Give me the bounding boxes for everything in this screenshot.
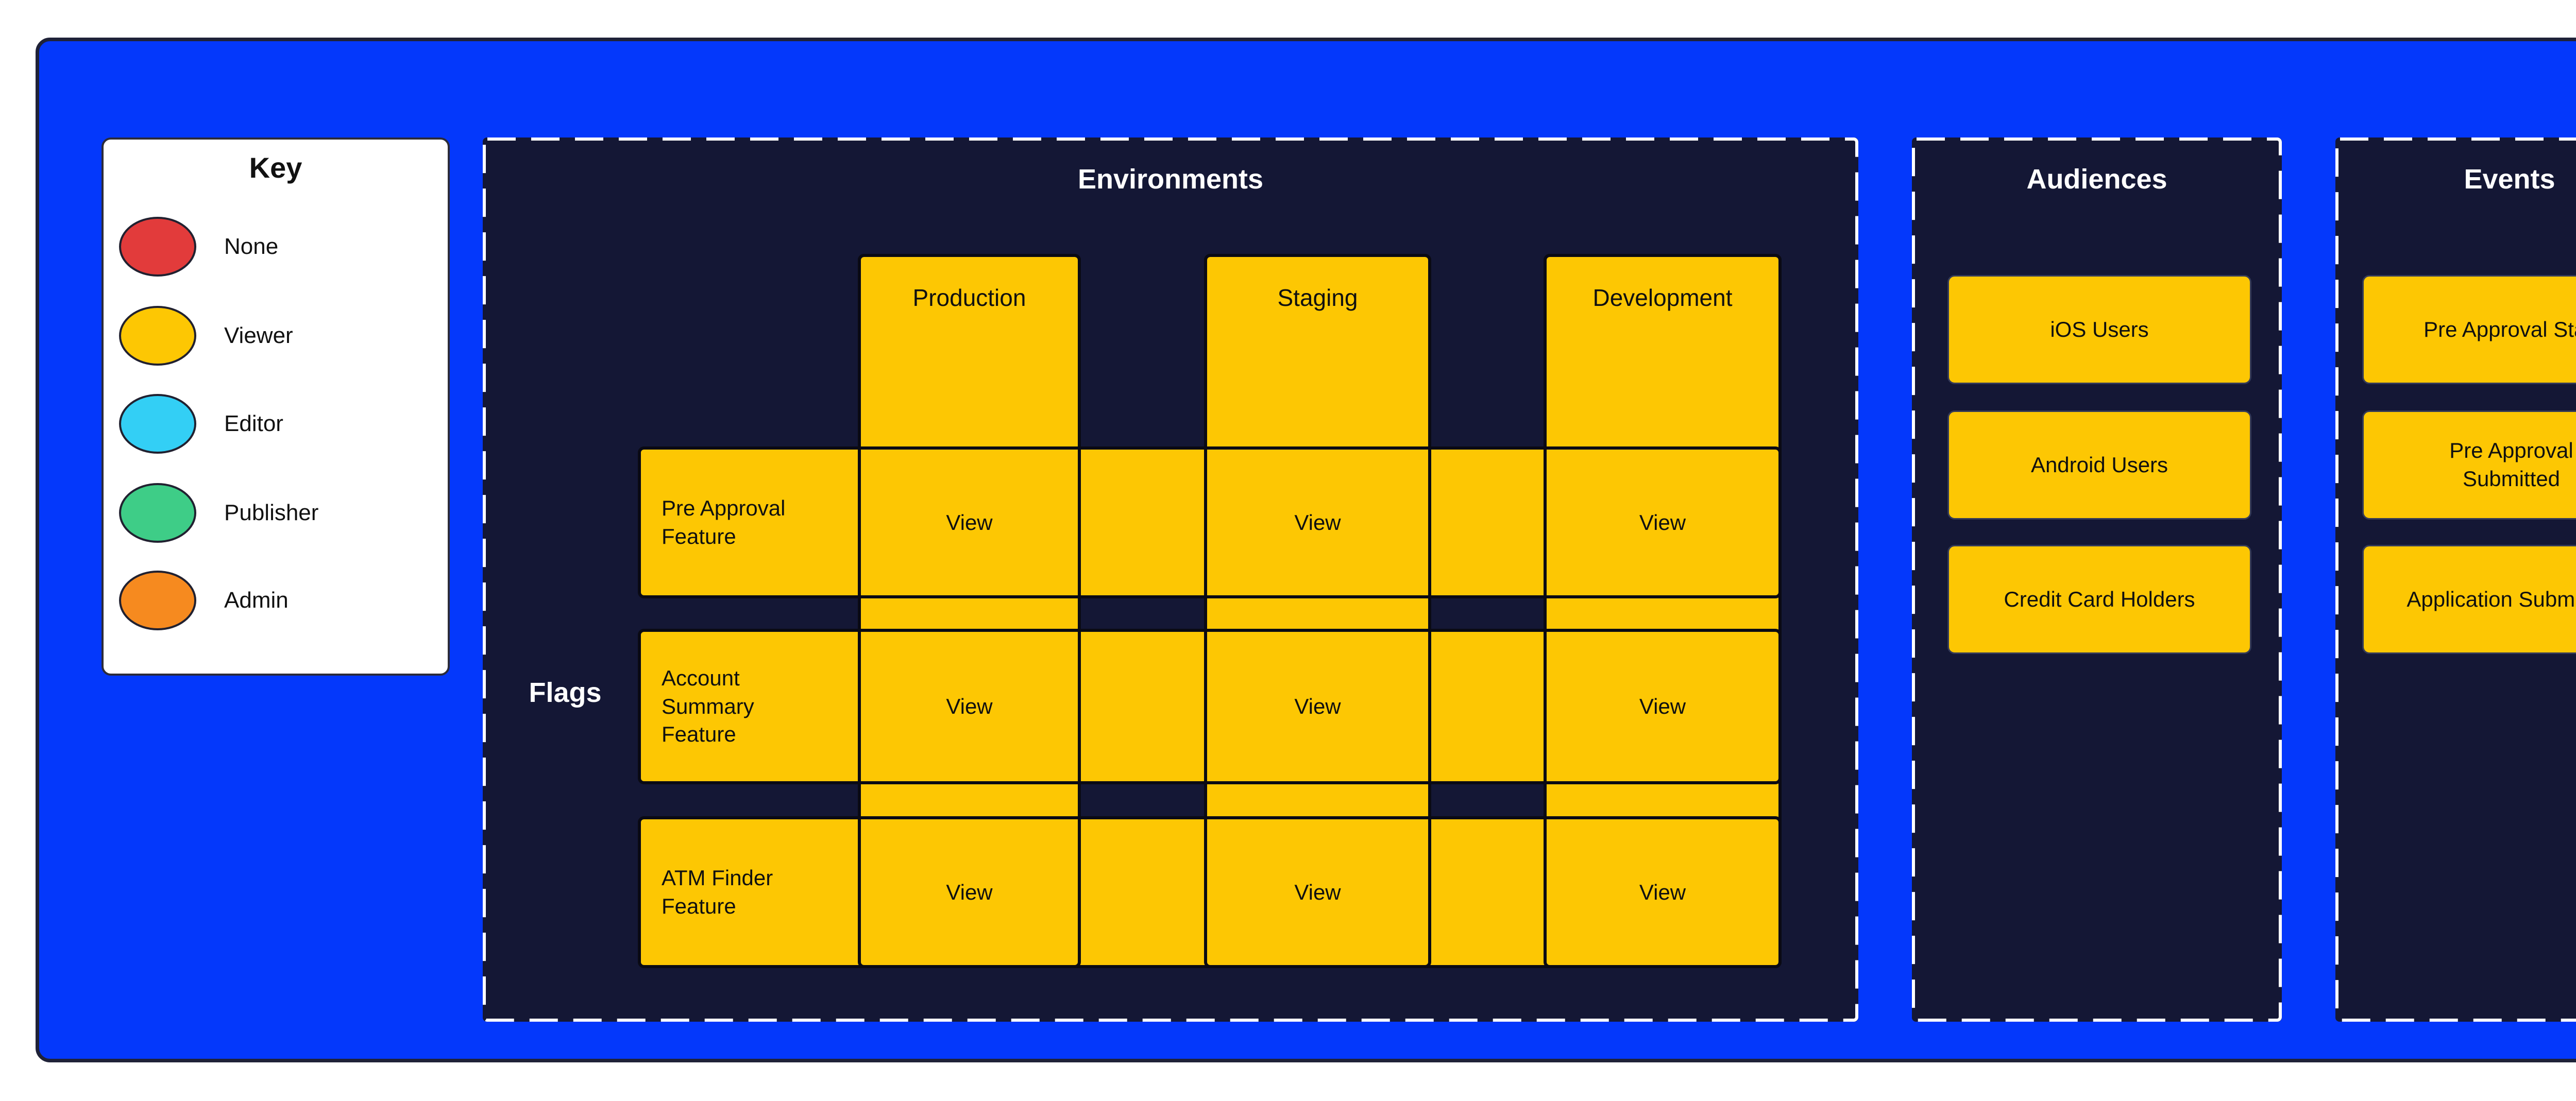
editor-color-swatch [119, 394, 196, 454]
environments-panel: Environments Flags Production Staging De… [483, 137, 1858, 1022]
staging-column-label: Staging [1277, 284, 1358, 311]
event-box-pre-approval-start: Pre Approval Start [2362, 275, 2576, 384]
pre-approval-feature-row-label: Pre Approval Feature [662, 495, 786, 548]
viewer-color-swatch [119, 306, 196, 366]
key-legend: Key None Viewer Editor Publisher Admin [101, 137, 450, 676]
legend-label-publisher: Publisher [224, 500, 319, 525]
flags-group-label: Flags [529, 677, 602, 708]
environments-title: Environments [1077, 164, 1264, 195]
view-cell: View [1294, 694, 1341, 718]
account-summary-feature-row-label: Account Summary Feature [662, 666, 754, 747]
event-box-application-submitted: Application Submitted [2362, 545, 2576, 654]
production-column-label: Production [912, 284, 1026, 311]
legend-item-admin: Admin [119, 571, 289, 630]
audiences-panel: Audiences iOS Users Android Users Credit… [1912, 137, 2282, 1022]
audience-box-ios-users: iOS Users [1947, 275, 2251, 384]
diagram-canvas: Key None Viewer Editor Publisher Admin [36, 38, 2576, 1062]
audiences-title: Audiences [2026, 164, 2167, 195]
account-summary-feature-row: Account Summary Feature [638, 629, 1782, 784]
development-column-label: Development [1592, 284, 1733, 311]
event-box-pre-approval-submitted: Pre Approval Submitted [2362, 410, 2576, 520]
events-panel: Events Pre Approval Start Pre Approval S… [2335, 137, 2576, 1022]
legend-item-publisher: Publisher [119, 483, 318, 543]
audience-label: Android Users [2030, 452, 2168, 477]
audience-label: iOS Users [2050, 317, 2149, 341]
audience-box-android-users: Android Users [1947, 410, 2251, 520]
audience-label: Credit Card Holders [2004, 587, 2195, 611]
view-cell: View [946, 880, 993, 904]
view-cell: View [1639, 510, 1686, 535]
legend-label-editor: Editor [224, 411, 283, 436]
events-title: Events [2464, 164, 2555, 195]
legend-item-editor: Editor [119, 394, 283, 454]
atm-finder-feature-row-label: ATM Finder Feature [662, 865, 773, 918]
legend-item-none: None [119, 217, 278, 277]
event-label: Pre Approval Start [2424, 317, 2576, 341]
view-cell: View [1639, 880, 1686, 904]
admin-color-swatch [119, 571, 196, 630]
legend-item-viewer: Viewer [119, 306, 293, 366]
audience-box-credit-card-holders: Credit Card Holders [1947, 545, 2251, 654]
legend-label-admin: Admin [224, 588, 289, 613]
view-cell: View [1294, 510, 1341, 535]
view-cell: View [1294, 880, 1341, 904]
pre-approval-feature-row: Pre Approval Feature [638, 446, 1782, 598]
view-cell: View [1639, 694, 1686, 718]
view-cell: View [946, 694, 993, 718]
view-cell: View [946, 510, 993, 535]
legend-label-none: None [224, 234, 279, 259]
none-color-swatch [119, 217, 196, 277]
key-title: Key [249, 151, 302, 184]
publisher-color-swatch [119, 483, 196, 543]
event-label: Pre Approval Submitted [2449, 438, 2573, 491]
legend-label-viewer: Viewer [224, 323, 293, 348]
event-label: Application Submitted [2406, 587, 2576, 611]
